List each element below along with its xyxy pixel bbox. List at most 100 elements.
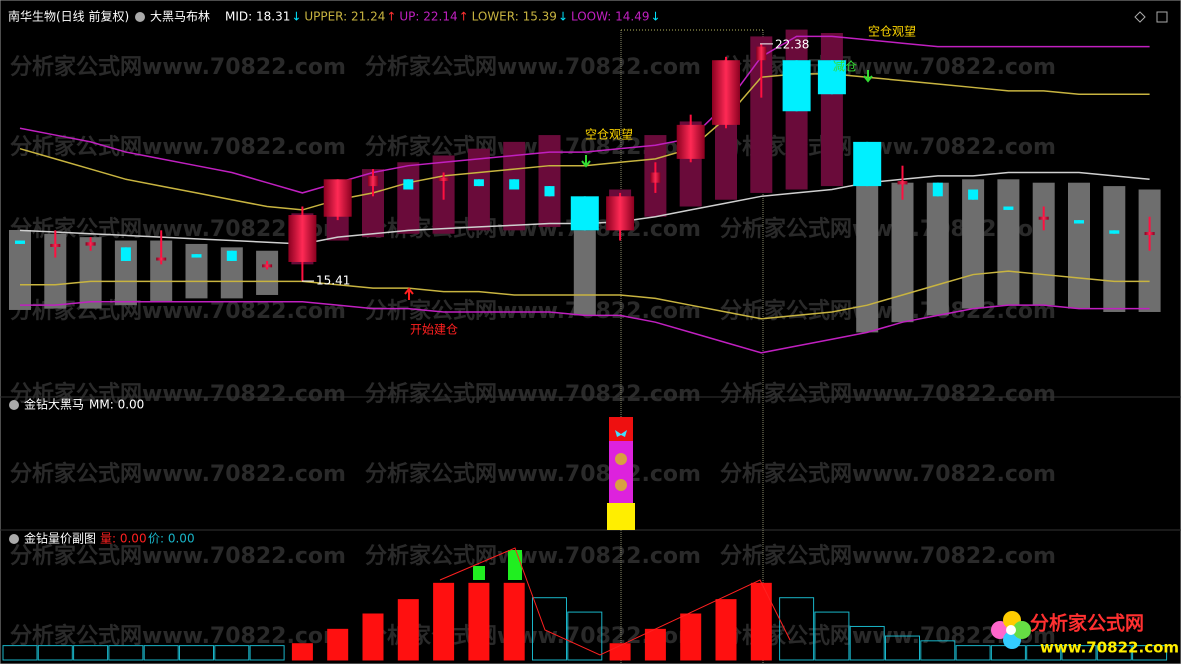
volume-bar: [73, 645, 109, 661]
candle-body: [650, 172, 661, 183]
candle-body: [226, 250, 237, 261]
watermark: 分析家公式网www.70822.com: [10, 54, 346, 80]
volume-bar: [567, 611, 603, 661]
watermark: 分析家公式网www.70822.com: [365, 381, 701, 407]
candle-body: [438, 177, 449, 181]
watermark: 分析家公式网www.70822.com: [720, 134, 1056, 160]
volume-bar: [291, 643, 313, 661]
band-column: [997, 179, 1020, 306]
candle-body: [191, 254, 202, 258]
candle-body: [817, 60, 846, 95]
band-column: [750, 36, 773, 193]
candle-body: [288, 215, 317, 262]
panel-title: 金钻大黑马: [24, 397, 84, 412]
candle-body: [756, 46, 767, 61]
logo: 分析家公式网 www.70822.com: [991, 611, 1179, 657]
candle-body: [1038, 216, 1049, 220]
watermark: 分析家公式网www.70822.com: [365, 461, 701, 487]
volume-bar: [715, 599, 737, 661]
watermark: 分析家公式网www.70822.com: [10, 623, 346, 649]
signal-note: 空仓观望: [585, 128, 633, 142]
band-column: [820, 33, 843, 187]
bag-icon: [615, 453, 627, 465]
volume-bar: [680, 613, 702, 661]
band-column: [467, 148, 490, 231]
candle-body: [606, 196, 635, 231]
legend-arrow: ↑: [459, 10, 469, 24]
volume-bar: [779, 597, 815, 661]
signal-arrow: [581, 155, 591, 168]
legend-label: MID: 18.31: [225, 10, 290, 24]
volume-bar: [503, 582, 525, 661]
volume-bar: [362, 613, 384, 661]
volume-bar: [644, 628, 666, 661]
legend-label: LOOW: 14.49: [571, 10, 650, 24]
toggle-icon: [9, 400, 19, 410]
watermark: 分析家公式网www.70822.com: [365, 298, 701, 324]
legend-label: LOWER: 15.39: [472, 10, 557, 24]
band-column: [44, 233, 67, 309]
candle-body: [368, 175, 378, 187]
watermark: 分析家公式网www.70822.com: [720, 461, 1056, 487]
panel-title: 金钻量价副图: [24, 531, 96, 546]
band-column: [9, 229, 31, 310]
band-column: [185, 243, 208, 299]
volume-bar: [849, 625, 885, 661]
candle-body: [509, 179, 520, 190]
candle-body: [262, 264, 273, 268]
candle-body: [570, 196, 599, 231]
diamond-icon: [1134, 11, 1146, 23]
legend-arrow: ↓: [291, 10, 301, 24]
candle-body: [85, 242, 96, 246]
logo-petal: [1013, 621, 1031, 639]
indicator-name: 大黑马布林: [150, 10, 210, 24]
candle-body: [968, 189, 979, 200]
candle-body: [15, 240, 25, 244]
signal-arrow: [404, 287, 414, 300]
signal-note: 开始建仓: [410, 323, 458, 337]
panel-value: MM: 0.00: [89, 398, 144, 412]
band-column: [114, 240, 137, 306]
candle-body: [323, 179, 352, 217]
band-column: [926, 182, 949, 316]
signal-note: 减仓: [833, 60, 857, 74]
volume-bar: [814, 611, 850, 661]
legend-label: UP: 22.14: [399, 10, 457, 24]
volume-bar: [2, 645, 38, 661]
volume-bar: [885, 635, 920, 661]
volume-bar: [433, 582, 455, 661]
price-trace: [439, 547, 791, 656]
volume-bar: [1132, 645, 1168, 661]
volume-bar: [37, 645, 73, 661]
panel-value: 价: 0.00: [148, 532, 195, 546]
legend-arrow: ↓: [558, 10, 568, 24]
stock-name: 南华生物(日线 前复权): [8, 9, 129, 24]
watermark: 分析家公式网www.70822.com: [720, 543, 1056, 569]
volume-bar: [108, 645, 144, 661]
header: 南华生物(日线 前复权) 大黑马布林 MID: 18.31 ↓ UPPER: 21.…: [8, 9, 1168, 546]
logo-name: 分析家公式网: [1030, 612, 1144, 635]
signal-stack: [607, 417, 635, 530]
band-column: [362, 169, 384, 238]
band-column: [150, 240, 173, 302]
watermark: 分析家公式网www.70822.com: [720, 381, 1056, 407]
candle-body: [1003, 206, 1014, 210]
signal-arrow: [863, 70, 873, 83]
volume-bar: [468, 582, 490, 661]
band-column: [79, 237, 102, 309]
butterfly-icon: [615, 430, 627, 437]
candle-body: [50, 243, 61, 247]
watermark: 分析家公式网www.70822.com: [10, 381, 346, 407]
band-column: [220, 247, 243, 299]
volume-bar: [1026, 645, 1062, 661]
bag-icon: [615, 479, 627, 491]
watermark: 分析家公式网www.70822.com: [365, 543, 701, 569]
volume-bar: [179, 645, 214, 661]
high-label: 22.38: [775, 37, 809, 51]
low-label: 15.41: [316, 274, 350, 288]
signal-block: [609, 417, 633, 441]
volume-bar: [1096, 645, 1132, 661]
